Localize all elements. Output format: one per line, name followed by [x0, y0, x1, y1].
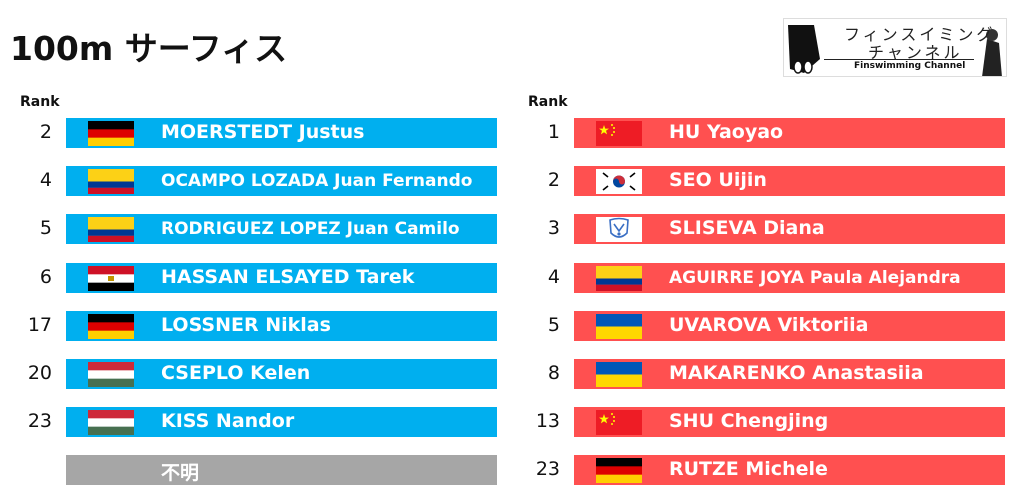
women-name-bar: SEO Uijin	[574, 166, 1005, 197]
women-athlete-name: SLISEVA Diana	[669, 217, 825, 240]
women-athlete-name: MAKARENKO Anastasiia	[669, 362, 924, 384]
page-title: 100m サーフィス	[10, 29, 288, 68]
colombia-flag-icon	[88, 169, 134, 195]
women-row: 8 MAKARENKO Anastasiia	[0, 359, 1024, 389]
logo-text-line1: フィンスイミング	[844, 25, 996, 44]
men-row: 23 KISS Nandor	[0, 407, 1024, 438]
women-name-bar: SLISEVA Diana	[574, 214, 1005, 245]
women-row: 23 RUTZE Michele	[0, 455, 1024, 486]
women-athlete-name: AGUIRRE JOYA Paula Alejandra	[669, 267, 961, 288]
neutral-emblem-flag-icon	[596, 217, 642, 243]
germany-flag-icon	[596, 458, 642, 484]
channel-logo: フィンスイミング チャンネル Finswimming Channel	[783, 18, 1007, 77]
men-rank: 23	[27, 410, 52, 433]
men-rank: 2	[39, 121, 52, 143]
china-flag-icon	[596, 121, 642, 146]
men-athlete-name: KISS Nandor	[161, 410, 295, 433]
logo-text-line2: チャンネル	[868, 43, 963, 62]
men-row: 4 OCAMPO LOZADA Juan Fernando	[0, 166, 1024, 197]
women-rank: 5	[547, 313, 560, 336]
hungary-flag-icon	[88, 410, 134, 436]
women-name-bar: SHU Chengjing	[574, 407, 1005, 438]
hungary-flag-icon	[88, 362, 134, 388]
china-flag-icon	[596, 410, 642, 436]
men-row: 5 RODRIGUEZ LOPEZ Juan Camilo	[0, 214, 1024, 245]
women-athlete-name: HU Yaoyao	[669, 121, 784, 143]
women-row: 3 SLISEVA Diana	[0, 214, 1024, 245]
men-rank: 4	[39, 169, 52, 192]
men-rank: 20	[27, 362, 52, 384]
ukraine-flag-icon	[596, 362, 642, 387]
women-athlete-name: SEO Uijin	[669, 169, 767, 192]
women-name-bar: MAKARENKO Anastasiia	[574, 359, 1005, 389]
men-row: 2 MOERSTEDT Justus	[0, 118, 1024, 148]
men-name-bar: 不明	[66, 455, 497, 486]
men-name-bar: RODRIGUEZ LOPEZ Juan Camilo	[66, 214, 497, 245]
ukraine-flag-icon	[596, 313, 642, 339]
south-korea-flag-icon	[596, 169, 642, 195]
women-rank: 8	[547, 362, 560, 384]
women-athlete-name: RUTZE Michele	[669, 458, 828, 481]
women-rank: 1	[547, 121, 560, 143]
women-row: 2 SEO Uijin	[0, 166, 1024, 197]
women-name-bar: HU Yaoyao	[574, 118, 1005, 148]
germany-flag-icon	[88, 313, 134, 340]
men-name-bar: LOSSNER Niklas	[66, 310, 497, 341]
women-name-bar: RUTZE Michele	[574, 455, 1005, 486]
women-rank: 13	[535, 410, 560, 433]
men-row: 6 HASSAN ELSAYED Tarek	[0, 262, 1024, 293]
men-name-bar: KISS Nandor	[66, 407, 497, 438]
egypt-flag-icon	[88, 265, 134, 291]
men-athlete-name: 不明	[161, 462, 200, 485]
women-athlete-name: SHU Chengjing	[669, 410, 829, 433]
men-rank: 6	[39, 265, 52, 288]
men-athlete-name: HASSAN ELSAYED Tarek	[161, 265, 415, 288]
women-rank: 23	[535, 458, 560, 481]
women-athlete-name: UVAROVA Viktoriia	[669, 313, 869, 336]
women-row: 1 HU Yaoyao	[0, 118, 1024, 148]
colombia-flag-icon	[88, 217, 134, 243]
men-athlete-name: MOERSTEDT Justus	[161, 121, 365, 143]
men-athlete-name: OCAMPO LOZADA Juan Fernando	[161, 171, 473, 192]
women-rank: 4	[547, 265, 560, 288]
men-rank-header: Rank	[20, 94, 60, 110]
men-row: 20 CSEPLO Kelen	[0, 359, 1024, 389]
logo-divider	[824, 59, 974, 60]
women-row: 13 SHU Chengjing	[0, 407, 1024, 438]
germany-flag-icon	[88, 121, 134, 147]
men-name-bar: OCAMPO LOZADA Juan Fernando	[66, 166, 497, 197]
swimmer-logo-icon	[788, 25, 1002, 76]
women-name-bar: UVAROVA Viktoriia	[574, 310, 1005, 341]
women-row: 4 AGUIRRE JOYA Paula Alejandra	[0, 262, 1024, 293]
women-name-bar: AGUIRRE JOYA Paula Alejandra	[574, 262, 1005, 293]
logo-subtitle: Finswimming Channel	[854, 61, 966, 71]
men-name-bar: HASSAN ELSAYED Tarek	[66, 262, 497, 293]
men-athlete-name: RODRIGUEZ LOPEZ Juan Camilo	[161, 219, 460, 240]
men-name-bar: CSEPLO Kelen	[66, 359, 497, 389]
men-rank: 17	[27, 313, 52, 336]
women-rank: 2	[547, 169, 560, 192]
colombia-flag-icon	[596, 265, 642, 291]
men-athlete-name: CSEPLO Kelen	[161, 362, 311, 384]
men-athlete-name: LOSSNER Niklas	[161, 313, 331, 336]
men-name-bar: MOERSTEDT Justus	[66, 118, 497, 148]
women-rank-header: Rank	[528, 94, 568, 110]
men-rank: 5	[39, 217, 52, 240]
women-row: 5 UVAROVA Viktoriia	[0, 310, 1024, 341]
men-row: 17 LOSSNER Niklas	[0, 310, 1024, 341]
women-rank: 3	[547, 217, 560, 240]
men-row: 不明	[0, 455, 1024, 486]
